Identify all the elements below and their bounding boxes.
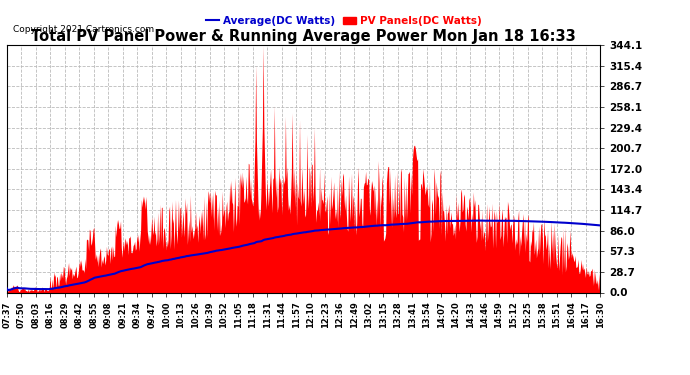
- Text: Copyright 2021 Cartronics.com: Copyright 2021 Cartronics.com: [13, 25, 154, 34]
- Title: Total PV Panel Power & Running Average Power Mon Jan 18 16:33: Total PV Panel Power & Running Average P…: [31, 29, 576, 44]
- Legend: Average(DC Watts), PV Panels(DC Watts): Average(DC Watts), PV Panels(DC Watts): [202, 12, 486, 30]
